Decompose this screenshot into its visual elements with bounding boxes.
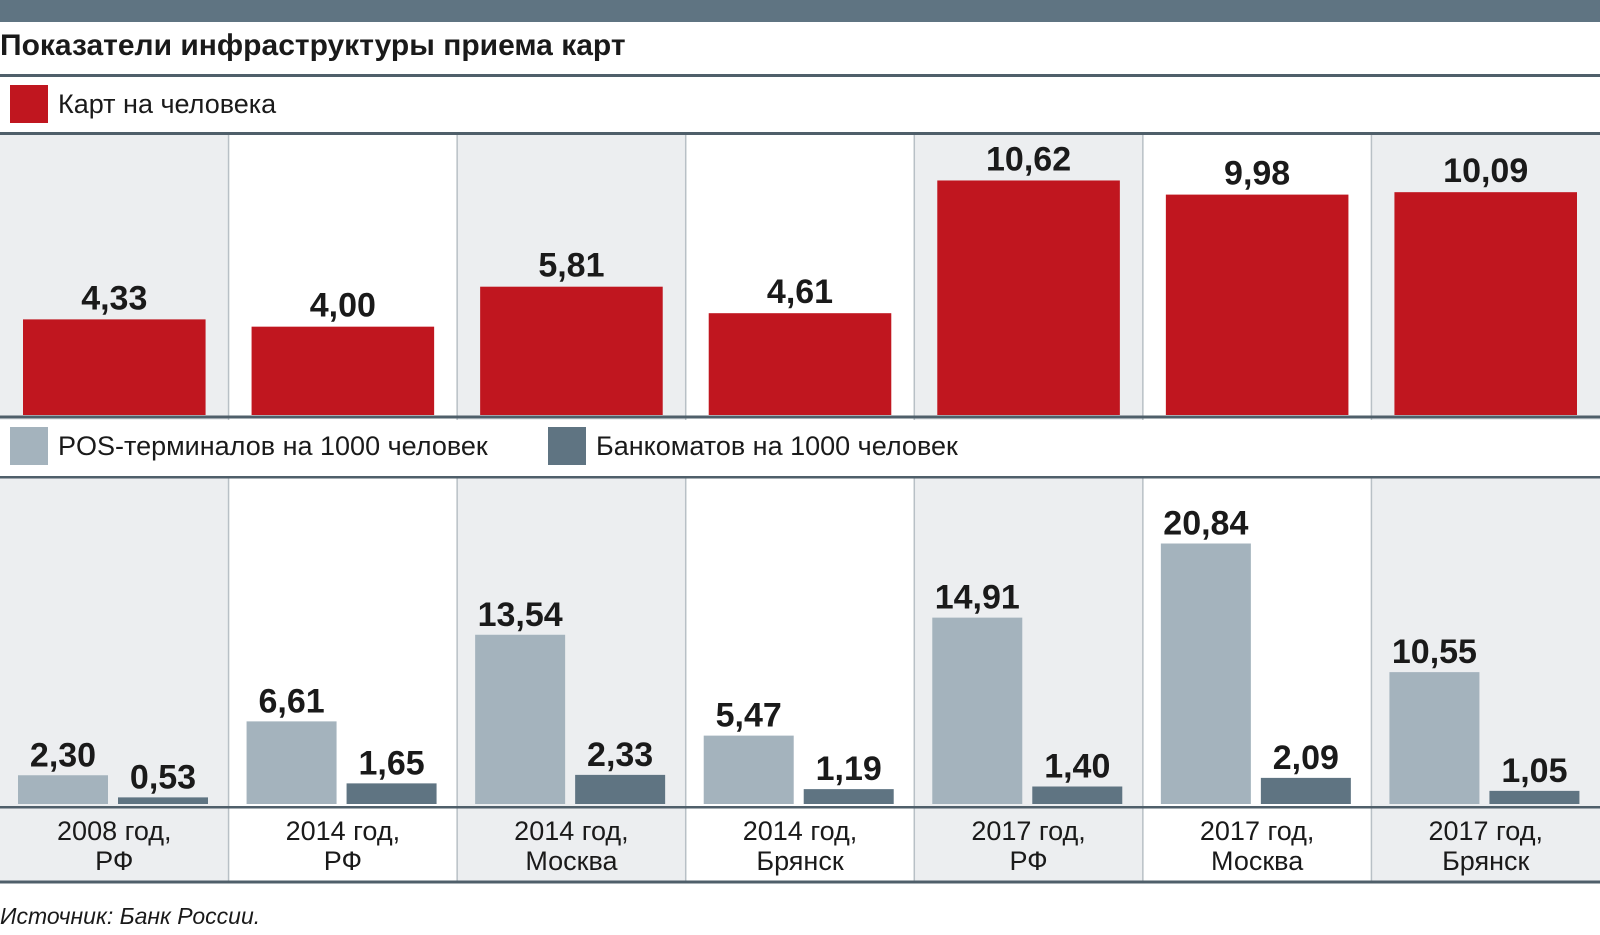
pos-value-label: 6,61: [258, 682, 324, 720]
category-panel-6: [1142, 806, 1372, 882]
pos-value-label: 10,55: [1392, 633, 1477, 671]
pos-value-label: 20,84: [1163, 505, 1248, 543]
legend-terminals-row: POS-терминалов на 1000 человек Банкомато…: [0, 418, 1600, 476]
legend-pos-swatch: [10, 427, 48, 465]
atm-value-label: 2,33: [587, 736, 653, 774]
legend-pos: POS-терминалов на 1000 человек: [10, 427, 488, 465]
source-note: Источник: Банк России.: [0, 903, 261, 929]
category-label-line1: 2017 год,: [1428, 816, 1543, 846]
cards-bar: [251, 326, 435, 415]
pos-bar: [246, 721, 337, 804]
cards-value-label: 10,09: [1443, 152, 1528, 190]
category-label-line2: Москва: [525, 846, 618, 876]
atm-value-label: 1,65: [358, 744, 424, 782]
atm-bar: [346, 783, 437, 804]
atm-bar: [118, 797, 208, 804]
atm-bar: [1032, 786, 1123, 804]
cards-bar: [480, 286, 663, 415]
atm-bar: [1260, 777, 1351, 804]
pos-bar: [1389, 672, 1480, 804]
category-panel-7: [1371, 806, 1600, 882]
cards-value-label: 4,00: [310, 287, 376, 325]
terminals-panel-1: [0, 476, 229, 806]
cards-per-person-chart: 4,33 4,00 5,81 4,61 10,62 9,98 10,09: [0, 135, 1600, 420]
category-label-line1: 2017 год,: [1200, 816, 1315, 846]
category-label-line1: 2008 год,: [57, 816, 172, 846]
category-panel-1: [0, 806, 229, 882]
category-label-line2: Брянск: [756, 846, 843, 876]
atm-value-label: 0,53: [130, 758, 196, 796]
category-panel-4: [685, 806, 915, 882]
legend-atm-label: Банкоматов на 1000 человек: [596, 430, 958, 461]
terminals-per-1000-chart: 2,30 6,61 13,54 5,47 14,91 20,84 10,55 0,53 1,65…: [0, 476, 1600, 806]
pos-value-label: 13,54: [478, 596, 563, 634]
legend-rule-top: [0, 132, 1600, 135]
category-label-line1: 2017 год,: [971, 816, 1086, 846]
cards-value-label: 9,98: [1224, 155, 1290, 193]
atm-value-label: 1,40: [1044, 748, 1110, 786]
pos-value-label: 14,91: [935, 579, 1020, 617]
pos-bar: [18, 775, 108, 804]
category-label-line2: Брянск: [1442, 846, 1529, 876]
pos-bar: [1160, 543, 1251, 804]
pos-bar: [703, 735, 794, 804]
cards-bar: [1394, 192, 1577, 415]
legend-cards: Карт на человека: [10, 85, 276, 123]
cards-bar: [937, 180, 1120, 415]
atm-value-label: 1,19: [816, 750, 882, 788]
top-accent-bar: [0, 0, 1600, 22]
atm-value-label: 2,09: [1273, 739, 1339, 777]
atm-bar: [575, 774, 666, 804]
legend-atm: Банкоматов на 1000 человек: [548, 427, 958, 465]
cards-value-label: 4,61: [767, 273, 833, 311]
category-label-line1: 2014 год,: [286, 816, 401, 846]
category-label-line1: 2014 год,: [743, 816, 858, 846]
cards-value-label: 4,33: [81, 279, 147, 317]
category-panel-3: [457, 806, 686, 882]
chart-title: Показатели инфраструктуры приема карт: [0, 29, 626, 62]
category-label-line2: Москва: [1211, 846, 1304, 876]
legend-pos-label: POS-терминалов на 1000 человек: [58, 430, 488, 461]
legend-cards-swatch: [10, 85, 48, 123]
cards-value-label: 10,62: [986, 140, 1071, 178]
legend-atm-swatch: [548, 427, 586, 465]
atm-value-label: 1,05: [1501, 752, 1567, 790]
cards-value-label: 5,81: [538, 247, 604, 285]
pos-value-label: 2,30: [30, 736, 96, 774]
atm-bar: [1489, 790, 1580, 804]
cards-bar: [23, 319, 206, 415]
cards-bar: [1165, 194, 1349, 415]
pos-bar: [932, 617, 1023, 804]
pos-bar: [475, 634, 566, 804]
cards-bar: [708, 313, 892, 415]
category-label-line2: РФ: [95, 846, 133, 876]
category-label-line2: РФ: [1009, 846, 1047, 876]
title-rule: [0, 74, 1600, 77]
category-label-line1: 2014 год,: [514, 816, 629, 846]
atm-bar: [803, 789, 894, 804]
category-panel-5: [914, 806, 1143, 882]
category-panel-2: [228, 806, 458, 882]
legend-cards-label: Карт на человека: [58, 88, 277, 119]
pos-value-label: 5,47: [716, 697, 782, 735]
legend-cards-row: Карт на человека: [0, 76, 1600, 132]
category-label-line2: РФ: [324, 846, 362, 876]
